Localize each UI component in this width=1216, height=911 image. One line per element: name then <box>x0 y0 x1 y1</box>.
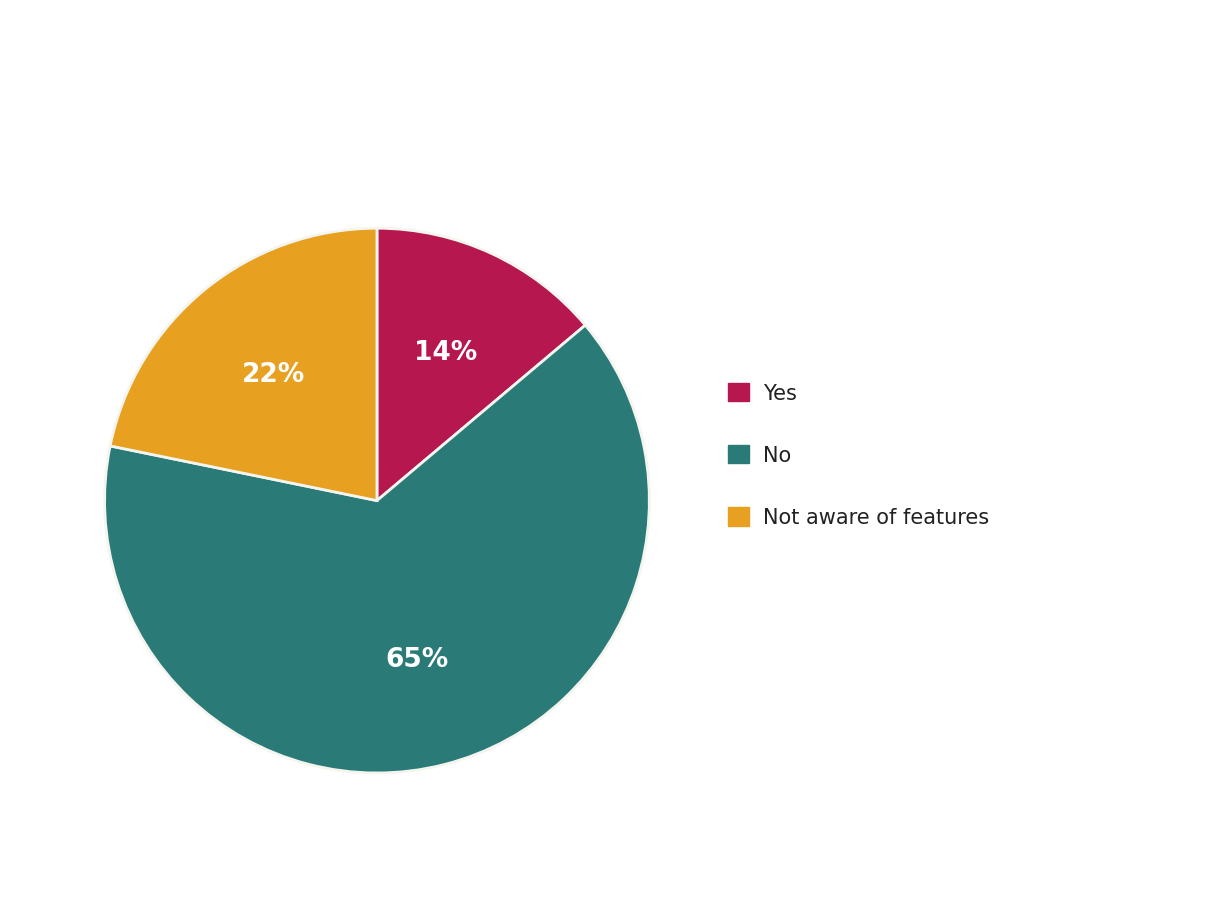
Wedge shape <box>105 326 649 773</box>
Legend: Yes, No, Not aware of features: Yes, No, Not aware of features <box>728 384 990 527</box>
Text: 65%: 65% <box>385 646 449 672</box>
Wedge shape <box>111 229 377 501</box>
Text: 14%: 14% <box>415 340 478 366</box>
Text: FIGURE 1: CURRENTLY USING AI / ML FEATURES IN  HRMS: FIGURE 1: CURRENTLY USING AI / ML FEATUR… <box>71 57 918 84</box>
Wedge shape <box>377 229 585 501</box>
Text: 22%: 22% <box>242 362 305 387</box>
